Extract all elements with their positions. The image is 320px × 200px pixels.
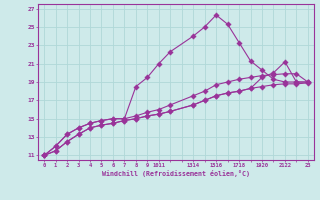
X-axis label: Windchill (Refroidissement éolien,°C): Windchill (Refroidissement éolien,°C)	[102, 170, 250, 177]
